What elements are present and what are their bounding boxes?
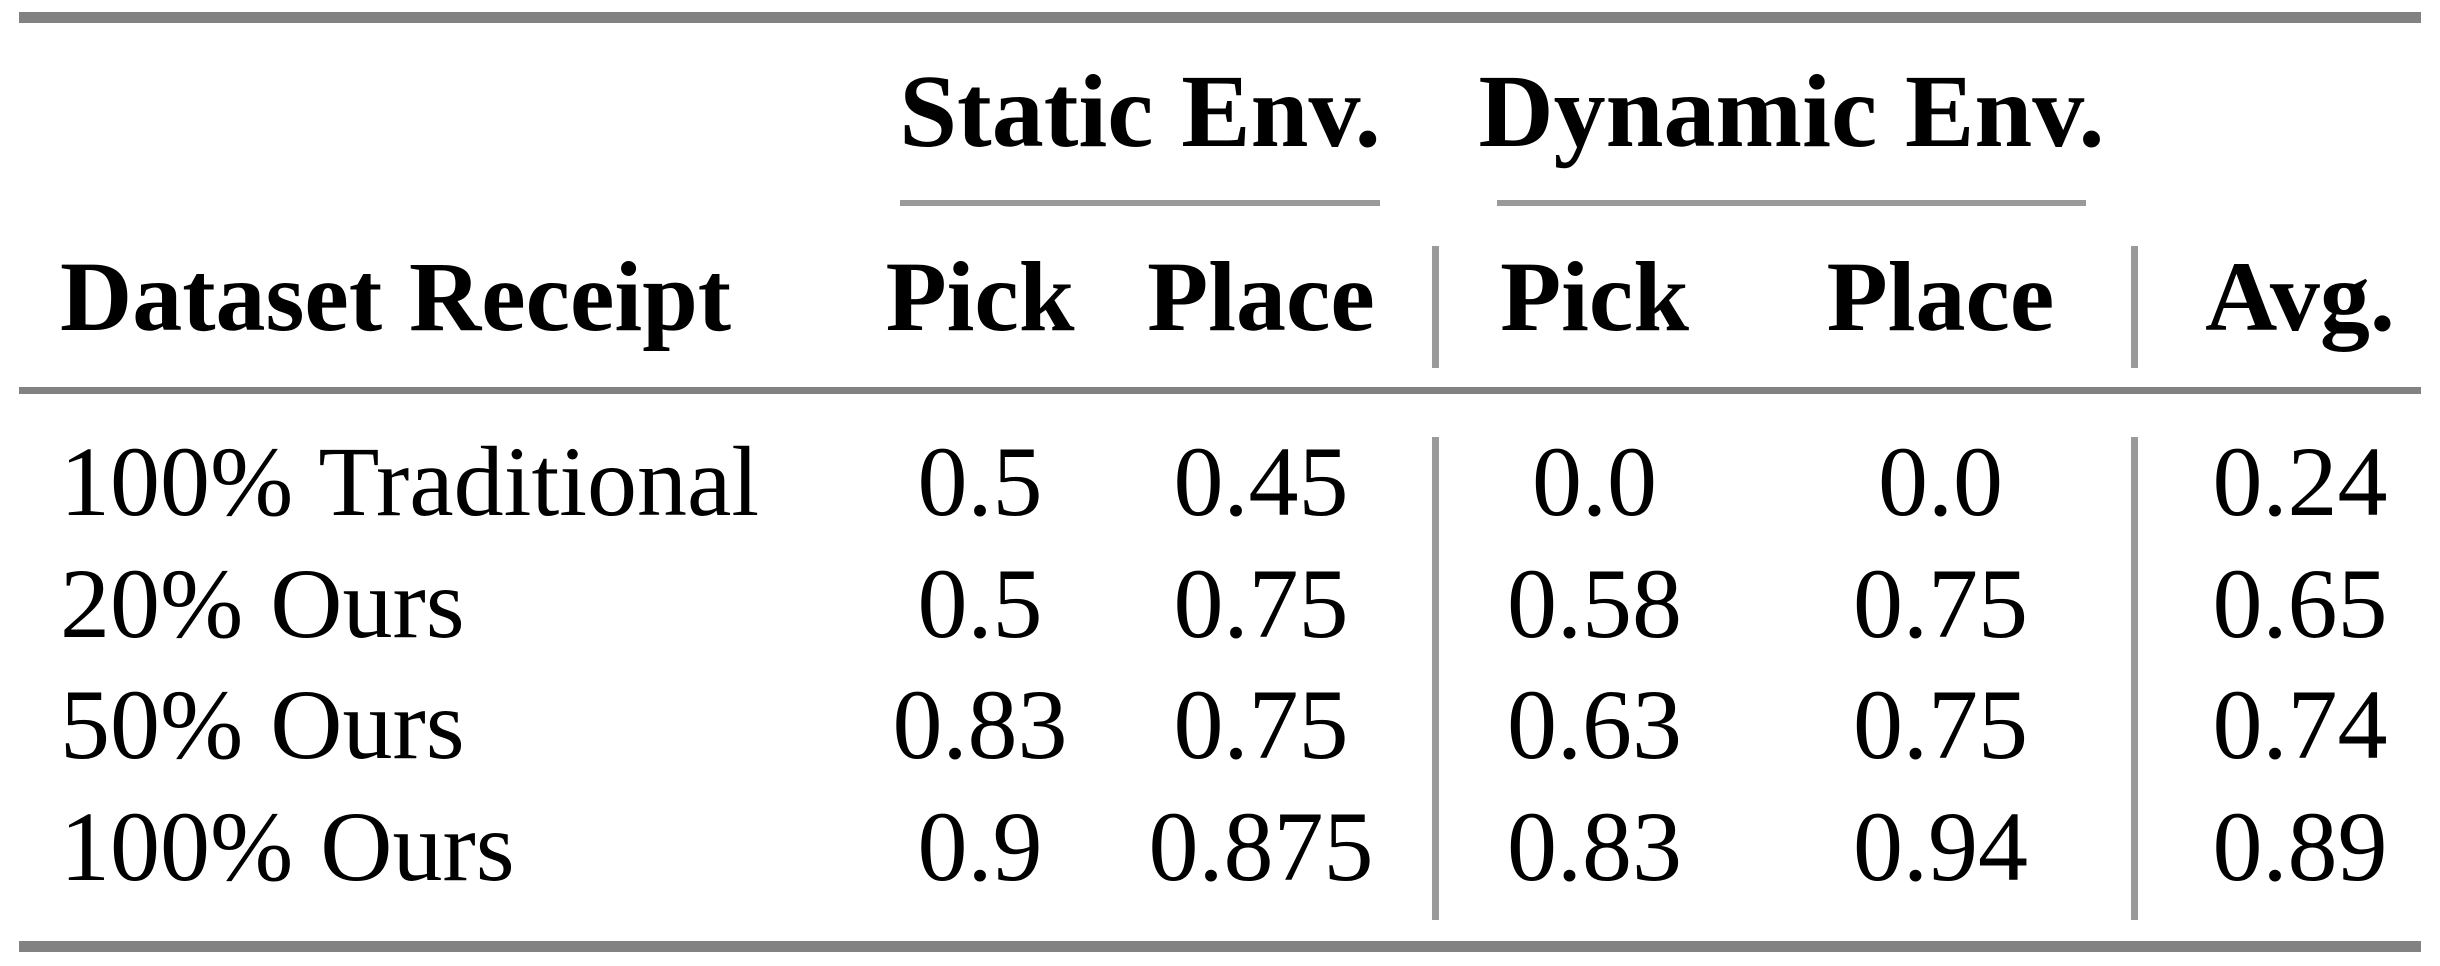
table-row: 20% Ours 0.5 0.75 0.58 0.75 0.65 — [0, 543, 2440, 664]
cell-dynamic-pick: 0.63 — [1507, 668, 1682, 780]
cell-dynamic-pick: 0.83 — [1507, 790, 1682, 902]
col-header-static-place: Place — [1147, 240, 1375, 352]
row-label: 20% Ours — [60, 547, 465, 659]
header-separator-rule — [19, 387, 2421, 394]
table-row: 50% Ours 0.83 0.75 0.63 0.75 0.74 — [0, 664, 2440, 785]
cell-dynamic-pick: 0.0 — [1532, 425, 1657, 537]
column-header-row: Dataset Receipt Pick Place Pick Place Av… — [0, 206, 2440, 387]
cell-avg: 0.89 — [2212, 790, 2388, 902]
static-env-underline-rule — [900, 200, 1380, 206]
cell-static-pick: 0.9 — [917, 790, 1043, 902]
cell-static-pick: 0.83 — [892, 668, 1068, 780]
table-row: 100% Ours 0.9 0.875 0.83 0.94 0.89 — [0, 786, 2440, 907]
cell-static-place: 0.875 — [1148, 790, 1374, 902]
row-label: 100% Ours — [60, 790, 515, 902]
table-top-rule — [19, 12, 2421, 23]
cell-avg: 0.74 — [2212, 668, 2388, 780]
cell-static-place: 0.75 — [1173, 668, 1349, 780]
group-header-dynamic-env: Dynamic Env. — [1478, 53, 2105, 169]
cell-avg: 0.24 — [2212, 425, 2388, 537]
col-header-dynamic-pick: Pick — [1500, 240, 1689, 352]
cell-avg: 0.65 — [2212, 547, 2388, 659]
col-header-dynamic-place: Place — [1826, 240, 2055, 352]
cell-dynamic-place: 0.94 — [1853, 790, 2028, 902]
table-bottom-rule — [19, 941, 2421, 952]
cell-dynamic-place: 0.0 — [1878, 425, 2003, 537]
cell-static-pick: 0.5 — [917, 547, 1043, 659]
group-header-row: Static Env. Dynamic Env. — [0, 23, 2440, 200]
row-label: 100% Traditional — [60, 425, 760, 537]
dynamic-env-underline-rule — [1497, 200, 2086, 206]
column-divider-right-header — [2131, 246, 2138, 368]
cell-static-pick: 0.5 — [917, 425, 1043, 537]
cell-dynamic-place: 0.75 — [1853, 547, 2028, 659]
cell-static-place: 0.75 — [1173, 547, 1349, 659]
cell-static-place: 0.45 — [1173, 425, 1349, 537]
col-header-avg: Avg. — [2205, 240, 2395, 352]
cell-dynamic-place: 0.75 — [1853, 668, 2028, 780]
cell-dynamic-pick: 0.58 — [1507, 547, 1682, 659]
col-header-dataset-receipt: Dataset Receipt — [60, 240, 732, 352]
column-divider-right-body — [2131, 437, 2138, 920]
column-divider-left-body — [1432, 437, 1439, 920]
row-label: 50% Ours — [60, 668, 465, 780]
col-header-static-pick: Pick — [885, 240, 1075, 352]
column-divider-left-header — [1432, 246, 1439, 368]
table-row: 100% Traditional 0.5 0.45 0.0 0.0 0.24 — [0, 421, 2440, 542]
group-header-static-env: Static Env. — [899, 53, 1381, 169]
